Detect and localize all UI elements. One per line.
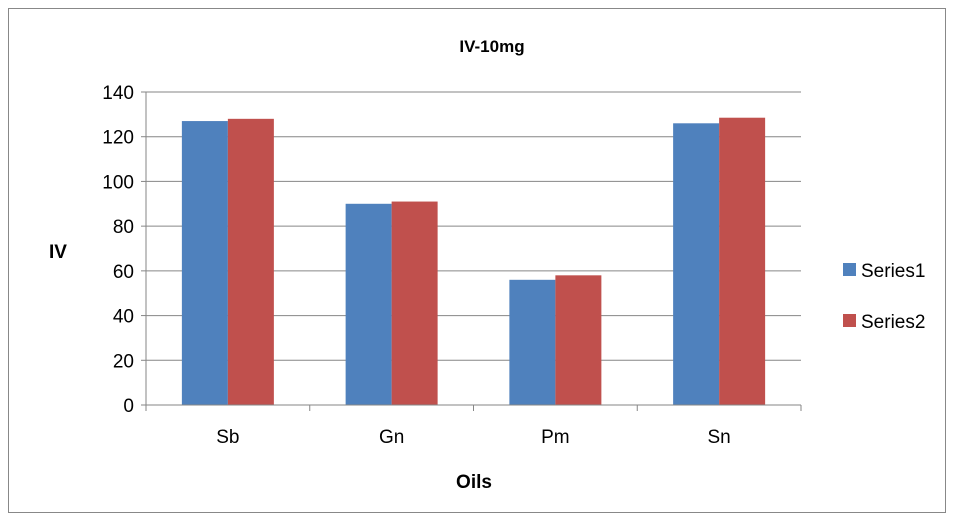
x-tick-label: Gn	[379, 427, 404, 448]
legend-swatch-series2	[843, 314, 856, 327]
bar-sn-series2	[719, 117, 766, 405]
bar-sn-series1	[673, 123, 720, 406]
legend-label: Series2	[861, 312, 925, 333]
y-axis-title: IV	[49, 242, 67, 263]
y-tick-label: 140	[102, 83, 134, 104]
y-tick-labels: 0 20 40 60 80 100 120 140	[102, 83, 146, 417]
x-tick-label: Pm	[541, 427, 570, 448]
y-tick-label: 60	[113, 262, 134, 283]
x-axis-title: Oils	[456, 472, 492, 493]
bar-pm-series2	[555, 275, 602, 405]
y-tick-label: 20	[113, 351, 134, 372]
bar-gn-series2	[391, 201, 438, 405]
y-tick-label: 120	[102, 128, 134, 149]
y-tick-label: 40	[113, 307, 134, 328]
bar-gn-series1	[345, 203, 392, 405]
x-tick-label: Sn	[708, 427, 731, 448]
x-tick-label: Sb	[216, 427, 239, 448]
bars	[181, 117, 766, 406]
bar-pm-series1	[509, 279, 556, 405]
legend: Series1 Series2	[843, 261, 925, 333]
bar-sb-series1	[181, 121, 228, 406]
y-tick-label: 100	[102, 172, 134, 193]
chart-title: IV-10mg	[459, 37, 524, 56]
legend-label: Series1	[861, 261, 925, 282]
x-tick-labels: Sb Gn Pm Sn	[145, 405, 802, 448]
legend-swatch-series1	[843, 263, 856, 276]
y-tick-label: 0	[123, 396, 134, 417]
y-tick-label: 80	[113, 217, 134, 238]
bar-sb-series2	[227, 118, 274, 405]
